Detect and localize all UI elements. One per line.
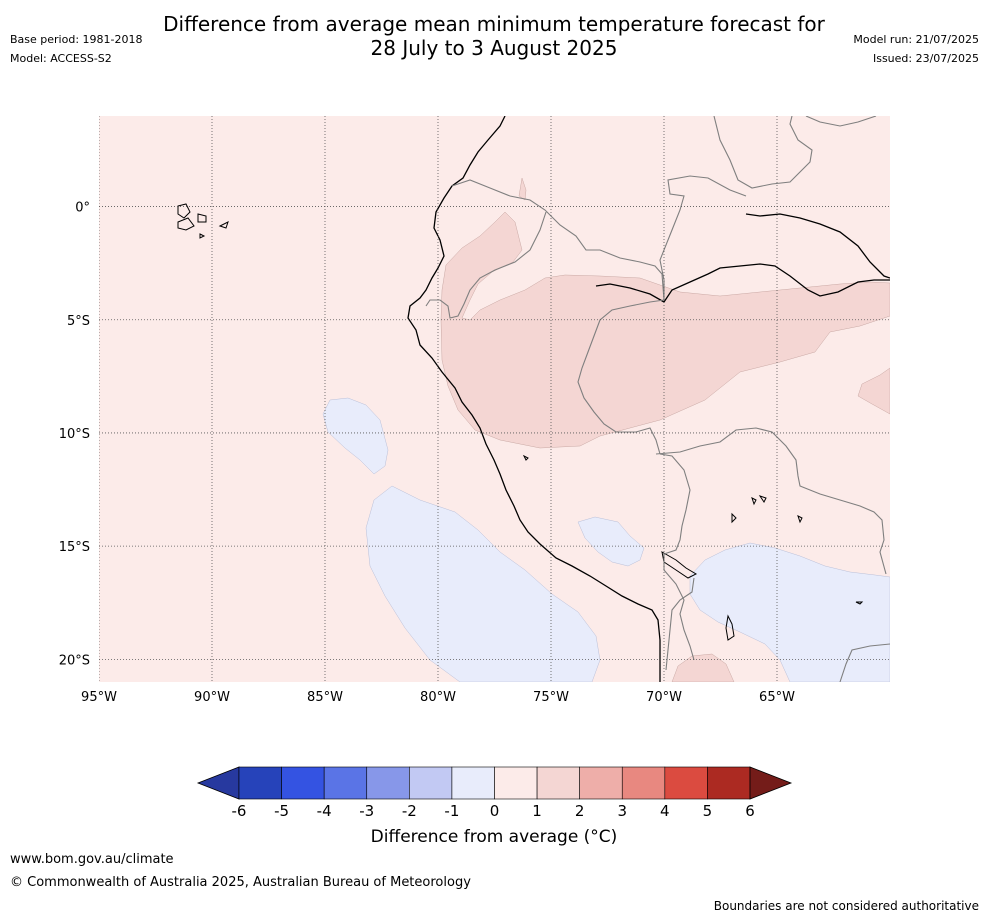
latitude-tick-label: 15°S [59,540,90,555]
lake-titicaca [661,551,698,579]
border-brazil-bolivia [655,427,887,575]
border-ecuador-peru [425,211,547,319]
colorbar-tick-label: 0 [490,802,500,820]
colorbar-tick-label: -4 [317,802,332,820]
colorbar-tick-label: -3 [359,802,374,820]
colorbar-tick-label: 4 [660,802,670,820]
colorbar-bin [536,766,580,800]
border-peru-brazil [577,299,665,455]
galapagos-island-1 [177,203,191,219]
colorbar-tick-label: -6 [232,802,247,820]
longitude-tick-label: 95°W [81,690,117,705]
colorbar-tick-label: 1 [532,802,542,820]
longitude-tick-label: 65°W [759,690,795,705]
anomaly-region-neg-pacific-west [322,397,389,475]
border-paraguay [839,643,890,682]
colorbar-bin [494,766,538,800]
disclaimer-text: Boundaries are not considered authoritat… [713,899,979,913]
title-line-2: 28 July to 3 August 2025 [370,36,618,60]
anomaly-region-1-2-east [857,367,890,415]
anomaly-region-neg-highlands [577,516,645,567]
colorbar-bin [451,766,495,800]
base-period-text: Base period: 1981-2018 [10,33,143,46]
website-text: www.bom.gov.au/climate [10,852,174,867]
latitude-tick-label: 0° [75,201,90,216]
galapagos-island-3 [197,213,207,223]
colorbar-bin [579,766,623,800]
border-peru-bolivia [659,453,695,661]
latitude-tick-label: 10°S [59,427,90,442]
longitude-tick-label: 90°W [194,690,230,705]
colorbar-tick-label: 3 [617,802,627,820]
graticule [99,116,890,682]
colorbar-tick-label: 6 [745,802,755,820]
lake-small-4 [797,515,803,524]
colorbar-title: Difference from average (°C) [370,827,618,847]
title-line-1: Difference from average mean minimum tem… [163,12,825,36]
colorbar-bin [281,766,325,800]
amazon-river [595,263,890,303]
anomaly-region-1-2-south [671,653,735,682]
colorbar-bin [664,766,708,800]
meta-right: Model run: 21/07/2025 Issued: 23/07/2025 [853,30,979,68]
border-venezuela-brazil [805,116,877,127]
latitude-tick-label: 20°S [59,653,90,668]
border-colombia-ecuador [451,179,665,301]
model-run-text: Model run: 21/07/2025 [853,33,979,46]
colorbar-bin [621,766,666,800]
colorbar-bin [409,766,453,800]
copyright-text: © Commonwealth of Australia 2025, Austra… [10,875,471,890]
lake-small-7 [522,454,529,461]
coastline-south-america [407,116,661,682]
colorbar-extend-low [196,766,240,800]
galapagos-island-5 [199,233,206,239]
latitude-tick-label: 5°S [67,314,90,329]
colorbar: -6 -5 -4 -3 -2 -1 0 1 2 3 4 5 6 [196,766,793,820]
issued-text: Issued: 23/07/2025 [872,52,979,65]
anomaly-region-neg-pacific-south [365,485,601,682]
galapagos-island-4 [218,221,229,229]
longitude-tick-label: 75°W [533,690,569,705]
colorbar-bin [323,766,368,800]
border-bolivia-chile [665,577,695,671]
border-colombia-brazil [659,175,747,300]
galapagos-island-2 [177,217,195,231]
anomaly-region-neg-bolivia [689,542,890,682]
longitude-tick-label: 85°W [307,690,343,705]
colorbar-bin [707,766,751,800]
map-title: Difference from average mean minimum tem… [0,12,988,60]
lake-small-6 [855,601,864,605]
colorbar-tick-label: 2 [575,802,585,820]
colorbar-extend-high [749,766,793,800]
colorbar-tick-label: -5 [274,802,289,820]
colorbar-bin [366,766,410,800]
model-text: Model: ACCESS-S2 [10,52,112,65]
colorbar-tick-label: 5 [703,802,713,820]
meta-left: Base period: 1981-2018 Model: ACCESS-S2 [10,30,142,68]
longitude-tick-label: 80°W [420,690,456,705]
latitude-labels: 0° 5°S 10°S 15°S 20°S [59,201,90,669]
colorbar-tick-label: -2 [402,802,417,820]
colorbar-tick-label: -1 [444,802,459,820]
longitude-labels: 95°W 90°W 85°W 80°W 75°W 70°W 65°W [81,690,795,705]
longitude-tick-label: 70°W [646,690,682,705]
lake-small-2 [751,497,757,506]
lake-small-3 [758,495,767,503]
lake-small-5 [731,512,737,524]
colorbar-bin [238,766,282,800]
border-colombia-venezuela [713,116,813,189]
lake-small-1 [725,614,735,641]
rio-negro [745,213,890,279]
